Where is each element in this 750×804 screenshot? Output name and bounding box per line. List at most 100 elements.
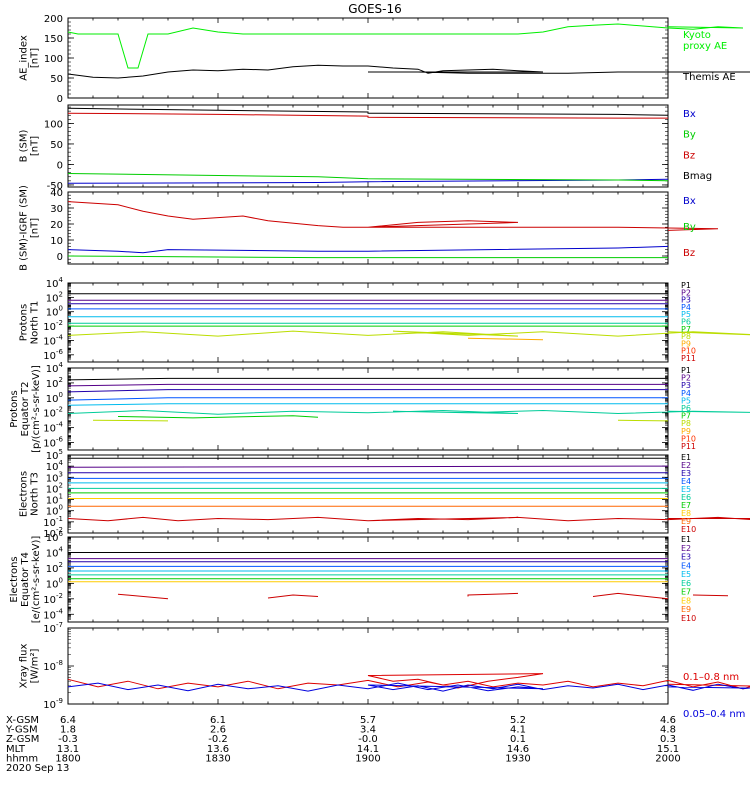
ephemeris-value: -0.2 bbox=[208, 734, 228, 745]
legend-entry: Bx bbox=[683, 109, 696, 120]
y-tick-base: 10 bbox=[43, 351, 56, 362]
series-line-0.1-0.8 nm bbox=[67, 673, 750, 690]
y-tick-label: 102 bbox=[46, 376, 63, 390]
y-tick-exponent: -2 bbox=[56, 319, 63, 327]
series-line-P4 bbox=[67, 397, 668, 401]
ephemeris-value: 15.1 bbox=[657, 744, 679, 755]
series-line-Bz bbox=[67, 112, 668, 119]
ephemeris-value: -0.0 bbox=[358, 734, 378, 745]
legend-entry: E4 bbox=[681, 561, 691, 570]
ephemeris-value: 13.6 bbox=[207, 744, 229, 755]
ephemeris-value: 1830 bbox=[205, 753, 230, 764]
y-tick-exponent: -9 bbox=[56, 697, 63, 705]
panel-frame bbox=[67, 536, 669, 623]
series-line-Bz bbox=[67, 201, 719, 231]
y-tick-label: 10-7 bbox=[43, 621, 63, 635]
y-tick-label: 105 bbox=[46, 448, 63, 462]
y-tick-label: 10-2 bbox=[43, 319, 63, 333]
y-tick-base: 10 bbox=[46, 484, 59, 495]
legend-entry: P5 bbox=[681, 310, 691, 319]
series-line-P8b bbox=[617, 419, 669, 422]
legend-entry: P9 bbox=[681, 339, 691, 348]
legend-entry: E7 bbox=[681, 588, 691, 597]
legend-entry: Themis AE bbox=[682, 72, 736, 83]
y-tick-exponent: -7 bbox=[56, 621, 63, 629]
legend-entry: E2 bbox=[681, 544, 691, 553]
series-line-Bx bbox=[67, 178, 669, 184]
y-tick-label: 106 bbox=[46, 530, 64, 544]
y-axis-title: AE_index bbox=[19, 35, 30, 81]
ephemeris-value: 14.1 bbox=[357, 744, 379, 755]
legend-entry: P5 bbox=[681, 396, 691, 405]
ephemeris-value: 4.6 bbox=[660, 715, 676, 726]
y-tick-exponent: 3 bbox=[59, 470, 63, 478]
legend-entry: Bmag bbox=[683, 171, 712, 182]
legend-entry: E5 bbox=[681, 485, 691, 494]
y-tick-base: 10 bbox=[43, 409, 56, 420]
y-tick-label: 10 bbox=[50, 236, 63, 247]
y-axis-title: Electrons bbox=[19, 471, 30, 517]
y-tick-exponent: 4 bbox=[59, 459, 64, 467]
series-line-P1 bbox=[67, 377, 668, 381]
y-axis-title: [e/(cm²-s-sr-keV)] bbox=[31, 536, 42, 624]
y-tick-exponent: 0 bbox=[59, 305, 63, 313]
y-axis-title: [nT] bbox=[30, 136, 41, 156]
legend-entry: P3 bbox=[681, 296, 691, 305]
legend-entry: E10 bbox=[681, 525, 696, 534]
series-line-E2 bbox=[67, 465, 669, 468]
legend-entry: E6 bbox=[681, 579, 691, 588]
y-tick-base: 10 bbox=[46, 462, 59, 473]
legend-entry: P3 bbox=[681, 381, 691, 390]
y-tick-base: 10 bbox=[43, 424, 56, 435]
series-line-Kyoto proxy AE bbox=[67, 23, 744, 69]
y-tick-label: 0 bbox=[57, 160, 63, 171]
y-tick-label: 103 bbox=[46, 470, 63, 484]
y-tick-label: 100 bbox=[46, 305, 63, 319]
y-tick-exponent: 1 bbox=[59, 493, 63, 501]
legend-entry: P10 bbox=[681, 434, 696, 443]
panel-frame bbox=[67, 627, 669, 705]
legend-entry: 0.1–0.8 nm bbox=[683, 672, 739, 683]
y-tick-label: 104 bbox=[46, 361, 64, 375]
y-tick-label: 10-8 bbox=[43, 659, 63, 673]
legend-entry: P8 bbox=[681, 332, 691, 341]
legend-entry: P2 bbox=[681, 374, 691, 383]
y-tick-exponent: 4 bbox=[59, 361, 64, 369]
legend-entry: E5 bbox=[681, 570, 691, 579]
series-line-0.05-0.4 nm bbox=[67, 682, 750, 692]
y-tick-exponent: 0 bbox=[59, 504, 63, 512]
y-tick-exponent: -4 bbox=[56, 421, 64, 429]
legend-entry: 0.05–0.4 nm bbox=[683, 709, 745, 720]
y-tick-base: 10 bbox=[43, 439, 56, 450]
y-tick-label: 30 bbox=[50, 204, 63, 215]
series-line-P5 bbox=[67, 403, 668, 406]
legend-entry: P11 bbox=[681, 354, 696, 363]
y-axis-title: North T3 bbox=[30, 472, 41, 516]
legend-entry: E1 bbox=[681, 453, 691, 462]
y-axis-title: Protons bbox=[19, 304, 30, 341]
y-tick-exponent: -1 bbox=[56, 515, 63, 523]
y-tick-exponent: 4 bbox=[59, 276, 64, 284]
y-tick-label: 200 bbox=[44, 14, 63, 25]
legend-entry: P9 bbox=[681, 427, 691, 436]
y-tick-base: 10 bbox=[46, 548, 59, 559]
y-tick-base: 10 bbox=[46, 533, 59, 544]
y-tick-base: 10 bbox=[46, 279, 59, 290]
y-tick-exponent: 4 bbox=[59, 545, 64, 553]
series-line-P2 bbox=[67, 383, 668, 387]
y-tick-base: 10 bbox=[46, 293, 59, 304]
panel-frame bbox=[67, 367, 669, 451]
series-line-P8 bbox=[92, 419, 169, 422]
plot-date: 2020 Sep 13 bbox=[6, 763, 69, 774]
y-tick-label: 100 bbox=[44, 54, 63, 65]
ephemeris-value: 5.7 bbox=[360, 715, 376, 726]
legend-entry: P11 bbox=[681, 442, 696, 451]
y-tick-exponent: 2 bbox=[59, 376, 63, 384]
y-tick-base: 10 bbox=[43, 700, 56, 711]
legend-entry: P7 bbox=[681, 325, 691, 334]
legend-entry: P2 bbox=[681, 288, 691, 297]
legend-entry: P10 bbox=[681, 347, 696, 356]
ephemeris-value: 3.4 bbox=[360, 725, 376, 736]
legend-entry: E7 bbox=[681, 501, 691, 510]
